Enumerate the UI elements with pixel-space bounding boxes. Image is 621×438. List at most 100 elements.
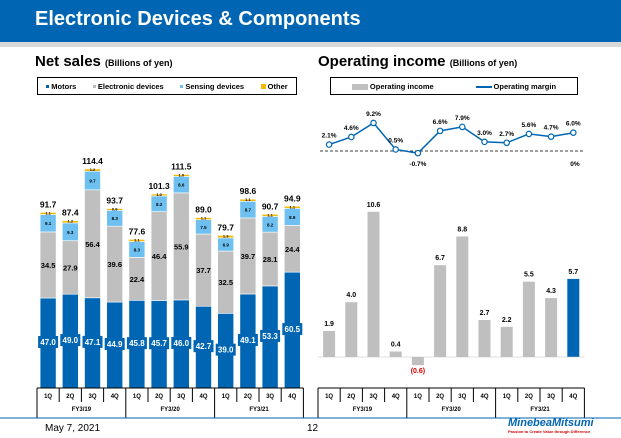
data-label: 9.1 — [45, 221, 52, 226]
net-sales-unit: (Billions of yen) — [105, 58, 173, 68]
net-sales-heading: Net sales (Billions of yen) — [35, 53, 173, 70]
total-label: 101.3 — [148, 181, 170, 191]
data-label: 49.1 — [240, 336, 256, 345]
data-label: (0.6) — [411, 368, 425, 375]
bar-operating-income — [567, 278, 580, 357]
label-bg — [237, 333, 258, 346]
title-bar: Electronic Devices & Components — [0, 0, 621, 42]
bar-operating-income — [500, 326, 513, 357]
bar-other — [173, 174, 190, 177]
margin-label: 0.5% — [388, 137, 403, 144]
data-label: 5.5 — [524, 272, 534, 279]
label-bg — [38, 335, 59, 348]
bar-operating-income — [522, 281, 535, 357]
page-title: Electronic Devices & Components — [35, 8, 361, 30]
data-label: 8.3 — [112, 216, 119, 221]
data-label: 1.3 — [223, 233, 229, 238]
margin-point — [325, 141, 333, 148]
data-label: 39.7 — [241, 252, 256, 261]
data-label: 60.5 — [285, 325, 301, 334]
margin-label: 4.6% — [344, 125, 359, 132]
label-bg — [82, 335, 103, 348]
data-label: 1.1 — [245, 197, 251, 202]
data-label: 2.2 — [502, 317, 512, 324]
data-label: 56.4 — [85, 240, 100, 249]
margin-label: 4.7% — [544, 125, 559, 132]
margin-label: 6.0% — [566, 121, 581, 128]
x-tick-label: 1Q — [44, 394, 52, 400]
bar-other — [195, 217, 212, 220]
total-label: 90.7 — [262, 201, 279, 211]
x-tick-label: 4Q — [111, 394, 119, 400]
legend-sensing: Sensing devices — [180, 82, 244, 91]
data-label: 47.0 — [40, 338, 56, 347]
data-label: 49.0 — [63, 336, 79, 345]
data-label: 8.2 — [267, 222, 274, 227]
data-label: 8.6 — [178, 183, 185, 188]
bar-operating-income — [389, 351, 402, 357]
margin-label: 2.1% — [322, 133, 337, 140]
legend-label: Operating margin — [493, 81, 557, 91]
bar-operating-income — [545, 298, 558, 357]
group-label: FY3/20 — [442, 407, 462, 413]
label-bg — [282, 323, 303, 336]
data-label: 1.1 — [134, 237, 140, 242]
data-label: 34.5 — [41, 261, 56, 270]
bar-other — [217, 235, 234, 239]
data-label: 0.9 — [112, 207, 118, 212]
x-tick-label: 1Q — [503, 394, 511, 400]
data-label: 1.2 — [68, 219, 74, 224]
data-label: 44.9 — [107, 340, 123, 349]
operating-margin-line — [328, 121, 574, 154]
data-label: 1.1 — [45, 210, 51, 215]
legend-label: Sensing devices — [185, 81, 245, 91]
data-label: 1.2 — [90, 167, 96, 172]
data-label: 53.3 — [262, 332, 278, 341]
logo-tagline: Passion to Create Value through Differen… — [508, 429, 591, 434]
legend-operating-income: Operating income — [351, 81, 434, 91]
margin-point — [547, 133, 555, 140]
group-label: FY3/19 — [353, 407, 373, 413]
data-label: 8.7 — [245, 208, 252, 213]
data-label: 1.1 — [290, 204, 296, 209]
label-bg — [104, 338, 125, 351]
total-label: 93.7 — [106, 196, 123, 206]
legend-label: Operating income — [369, 81, 434, 91]
margin-zero-label: 0% — [570, 161, 580, 168]
total-label: 98.6 — [240, 186, 257, 196]
total-label: 87.4 — [62, 208, 79, 218]
data-label: 55.9 — [174, 242, 189, 251]
data-label: 8.9 — [289, 215, 296, 220]
x-tick-label: 3Q — [177, 394, 185, 400]
bar-other — [61, 220, 79, 224]
data-label: 8.2 — [156, 202, 163, 207]
logo-text: MinebeaMitsumi — [508, 417, 594, 429]
x-tick-label: 4Q — [288, 394, 296, 400]
x-tick-label: 3Q — [369, 394, 377, 400]
total-label: 94.9 — [284, 193, 301, 203]
label-bg — [149, 337, 170, 350]
bar-operating-income — [345, 302, 358, 357]
data-label: 22.4 — [130, 275, 145, 284]
x-tick-label: 1Q — [414, 394, 422, 400]
data-label: 39.6 — [107, 260, 122, 269]
margin-label: -0.7% — [409, 161, 426, 168]
margin-point — [370, 119, 377, 127]
margin-label: 6.6% — [433, 119, 448, 126]
data-label: 45.7 — [151, 339, 167, 348]
data-label: 9.7 — [89, 179, 96, 184]
margin-point — [503, 139, 511, 147]
operating-income-unit: (Billions of yen) — [449, 58, 518, 68]
label-bg — [215, 343, 236, 356]
data-label: 37.7 — [196, 266, 211, 275]
margin-point — [481, 138, 488, 146]
data-label: 47.1 — [85, 338, 101, 347]
total-label: 114.4 — [82, 156, 103, 166]
total-label: 111.5 — [171, 161, 192, 171]
total-label: 89.0 — [195, 205, 212, 215]
margin-point — [525, 130, 533, 138]
data-label: 1.0 — [179, 172, 185, 177]
x-tick-label: 2Q — [66, 394, 74, 400]
data-label: 6.7 — [435, 255, 445, 262]
